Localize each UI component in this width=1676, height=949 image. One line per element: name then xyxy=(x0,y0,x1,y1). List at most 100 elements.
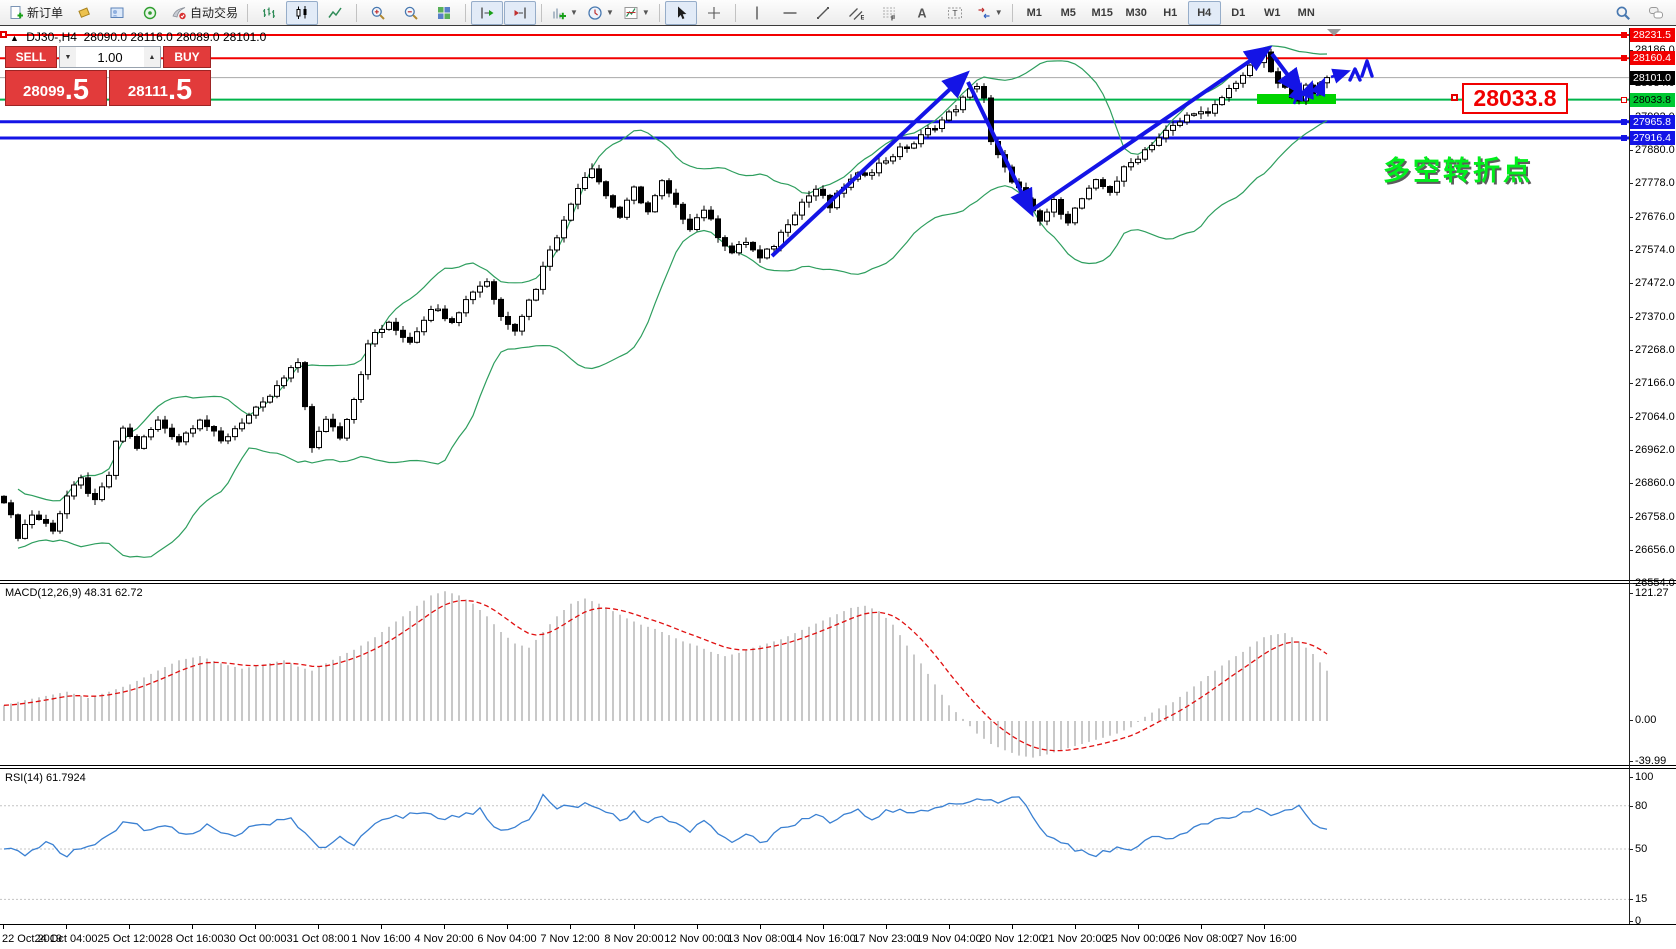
tf-h1-button[interactable]: H1 xyxy=(1154,1,1187,25)
rsi-axis-label: 15 xyxy=(1635,893,1648,905)
dropdown-arrow-icon[interactable]: ▼ xyxy=(605,8,614,17)
price-axis[interactable]: 28186.028084.027982.027880.027778.027676… xyxy=(1621,0,1676,949)
level-handle-icon[interactable] xyxy=(1621,55,1627,61)
price-tag-handle-icon[interactable] xyxy=(1451,94,1458,101)
axis-tick xyxy=(1629,517,1633,518)
price-axis-label: 27880.0 xyxy=(1635,144,1675,156)
crosshair-icon xyxy=(707,6,720,19)
sell-button[interactable]: SELL xyxy=(5,46,57,68)
axis-tick xyxy=(1629,849,1633,850)
tf-m15-button[interactable]: M15 xyxy=(1086,1,1119,25)
time-axis[interactable]: 22 Oct 2019 24 Oct 04:00 25 Oct 12:00 28 Oc… xyxy=(0,924,1676,949)
tf-h4-button-label: H4 xyxy=(1197,6,1212,19)
chart-shift-icon xyxy=(514,7,526,18)
volume-down-button[interactable]: ▼ xyxy=(60,47,76,67)
time-axis-label: 31 Oct 08:00 xyxy=(286,933,350,945)
axis-tick xyxy=(1629,921,1633,922)
dropdown-arrow-icon[interactable]: ▼ xyxy=(994,8,1003,17)
level-handle-icon[interactable] xyxy=(1621,135,1627,141)
level-price-label: 27916.4 xyxy=(1630,131,1675,145)
bar-chart-button[interactable] xyxy=(253,1,285,25)
tf-w1-button-label: W1 xyxy=(1263,6,1281,19)
new-order-icon xyxy=(10,5,23,19)
time-tick xyxy=(507,925,508,929)
rsi-panel-plot[interactable] xyxy=(0,769,1629,924)
chat-button[interactable] xyxy=(1640,1,1672,25)
level-handle-icon[interactable] xyxy=(1621,97,1627,103)
time-axis-label: 14 Nov 16:00 xyxy=(790,933,856,945)
price-axis-label: 26656.0 xyxy=(1635,544,1675,556)
tile-windows-icon xyxy=(438,6,451,19)
chart-collapse-icon[interactable]: ▲ xyxy=(10,33,19,43)
new-order-button[interactable]: 新订单 xyxy=(4,1,67,25)
time-axis-label: 1 Nov 16:00 xyxy=(351,933,411,945)
buy-button[interactable]: BUY xyxy=(163,46,211,68)
horizontal-line-button[interactable] xyxy=(774,1,806,25)
chart-shift-button[interactable] xyxy=(504,0,537,25)
tile-windows-button[interactable] xyxy=(428,1,460,25)
auto-scroll-button[interactable] xyxy=(471,0,504,25)
axis-tick xyxy=(1629,350,1633,351)
templates-button[interactable]: ▼ xyxy=(619,1,654,25)
svg-text:A: A xyxy=(917,6,926,20)
volume-up-button[interactable]: ▲ xyxy=(144,47,160,67)
tf-w1-button[interactable]: W1 xyxy=(1256,1,1289,25)
arrows-button[interactable]: ▼ xyxy=(972,1,1007,25)
strategy-tester-icon xyxy=(143,6,157,19)
cursor-button[interactable] xyxy=(664,0,697,25)
tf-h4-button[interactable]: H4 xyxy=(1187,0,1221,25)
time-axis-label: 22 Oct 2019 xyxy=(2,933,62,945)
text-label-button[interactable]: T xyxy=(939,1,971,25)
tf-m1-button[interactable]: M1 xyxy=(1018,1,1051,25)
main-chart-plot[interactable] xyxy=(0,28,1629,580)
level-handle-icon[interactable] xyxy=(1621,119,1627,125)
axis-tick xyxy=(1629,483,1633,484)
macd-panel-plot[interactable] xyxy=(0,584,1629,765)
trendline-handle-icon[interactable] xyxy=(0,31,7,38)
price-main-digits: 28111 xyxy=(127,83,168,100)
candlestick-button[interactable] xyxy=(286,0,319,25)
equidistant-channel-button[interactable]: E xyxy=(840,1,872,25)
turning-point-annotation[interactable]: 多空转折点 xyxy=(1383,156,1533,186)
search-button[interactable] xyxy=(1607,1,1639,25)
tf-m30-button[interactable]: M30 xyxy=(1120,1,1153,25)
tf-m5-button[interactable]: M5 xyxy=(1052,1,1085,25)
panel-splitter-macd[interactable] xyxy=(0,580,1676,584)
macd-axis-label: 0.00 xyxy=(1635,714,1657,726)
svg-text:T: T xyxy=(952,8,957,18)
price-tag-label[interactable]: 28033.8 xyxy=(1462,83,1568,114)
tf-d1-button[interactable]: D1 xyxy=(1222,1,1255,25)
zoom-out-button[interactable] xyxy=(395,1,427,25)
dropdown-arrow-icon[interactable]: ▼ xyxy=(641,8,650,17)
periods-button[interactable]: ▼ xyxy=(583,1,618,25)
panel-splitter-rsi[interactable] xyxy=(0,765,1676,769)
fibonacci-button[interactable]: F xyxy=(873,1,905,25)
tf-d1-button-label: D1 xyxy=(1231,6,1246,19)
buy-price-button[interactable]: 28111.5 xyxy=(109,70,211,106)
indicators-button[interactable]: ▼ xyxy=(547,1,582,25)
text-button[interactable]: A xyxy=(906,1,938,25)
chart-open-value: 28090.0 xyxy=(83,30,128,44)
level-price-label: 28033.8 xyxy=(1630,93,1675,107)
strategy-tester-button[interactable] xyxy=(134,1,166,25)
time-tick xyxy=(255,925,256,929)
autotrading-button[interactable]: 自动交易 xyxy=(167,1,242,25)
zoom-in-icon xyxy=(371,6,385,20)
dropdown-arrow-icon[interactable]: ▼ xyxy=(570,8,578,17)
time-tick xyxy=(129,925,130,929)
axis-tick xyxy=(1629,593,1633,594)
trendline-button[interactable] xyxy=(807,1,839,25)
toolbar-separator xyxy=(658,3,660,22)
chart-low-value: 28089.0 xyxy=(176,30,220,44)
crosshair-button[interactable] xyxy=(698,1,730,25)
vertical-line-button[interactable] xyxy=(741,1,773,25)
tf-mn-button[interactable]: MN xyxy=(1290,1,1323,25)
templates-icon xyxy=(624,6,638,19)
sell-price-button[interactable]: 28099.5 xyxy=(5,70,107,106)
line-chart-button[interactable] xyxy=(319,1,351,25)
level-handle-icon[interactable] xyxy=(1621,32,1627,38)
data-window-button[interactable] xyxy=(101,1,133,25)
market-watch-button[interactable] xyxy=(68,1,100,25)
volume-input[interactable]: 1.00 xyxy=(97,49,123,65)
zoom-in-button[interactable] xyxy=(362,1,394,25)
